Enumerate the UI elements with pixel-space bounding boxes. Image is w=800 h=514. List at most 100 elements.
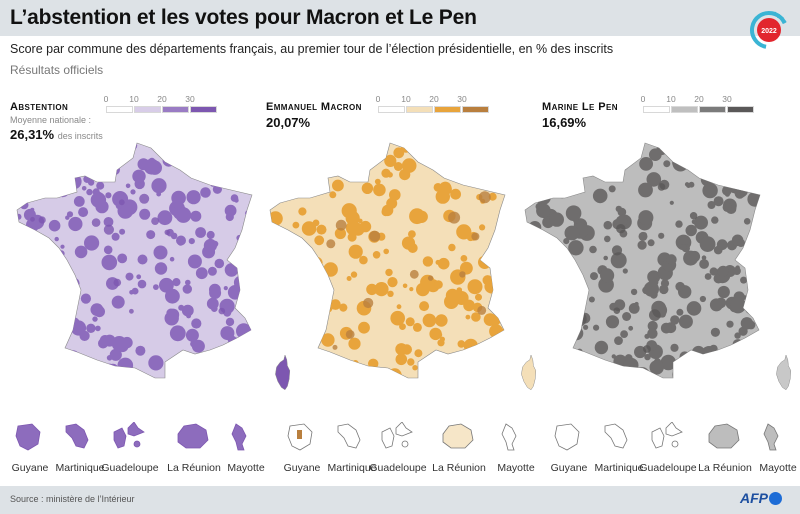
commune-patch: [60, 244, 65, 249]
commune-patch: [531, 281, 537, 288]
commune-patch: [592, 188, 608, 204]
legend-tick-label: 10: [401, 94, 411, 104]
overseas-shape-guadeloupe: [381, 422, 413, 449]
commune-patch: [21, 236, 35, 250]
commune-patch: [200, 353, 209, 362]
commune-patch: [551, 259, 564, 272]
commune-patch: [73, 196, 85, 207]
commune-patch: [444, 294, 459, 309]
commune-patch: [711, 350, 723, 362]
commune-patch: [670, 343, 679, 352]
commune-patch-high: [533, 188, 539, 194]
commune-patch: [402, 283, 408, 289]
commune-patch: [224, 204, 237, 217]
commune-patch: [185, 279, 191, 286]
commune-patch: [614, 156, 629, 172]
legend-swatch: [134, 106, 161, 113]
legend-tick-label: 0: [375, 94, 381, 104]
commune-patch: [583, 324, 589, 330]
commune-patch: [345, 220, 361, 236]
commune-patch: [185, 328, 199, 342]
commune-patch: [99, 335, 111, 346]
overseas-shape-guyane: [15, 423, 41, 451]
overseas-label: Guyane: [550, 462, 588, 474]
commune-patch: [235, 346, 241, 351]
commune-patch-high: [113, 278, 122, 287]
commune-patch: [638, 182, 653, 198]
commune-patch: [702, 182, 718, 199]
commune-patch: [431, 360, 439, 368]
commune-patch: [92, 316, 98, 322]
corsica-shape: [776, 354, 792, 391]
commune-patch: [324, 162, 331, 169]
commune-patch: [549, 183, 557, 191]
commune-patch: [440, 183, 452, 195]
overseas-label: Guadeloupe: [369, 462, 427, 474]
commune-patch: [329, 191, 337, 199]
commune-patch: [111, 336, 127, 352]
commune-patch: [457, 340, 466, 348]
commune-patch: [435, 331, 443, 339]
commune-patch: [628, 325, 634, 331]
commune-patch: [634, 367, 650, 378]
commune-patch: [571, 361, 587, 377]
commune-patch: [171, 190, 186, 206]
commune-patch: [86, 323, 96, 333]
overseas-shape-guadeloupe: [651, 422, 683, 449]
commune-patch: [129, 290, 134, 295]
commune-patch: [156, 191, 162, 197]
commune-patch: [536, 203, 551, 218]
commune-patch: [137, 279, 147, 289]
commune-patch: [604, 235, 611, 243]
legend-swatch: [406, 106, 433, 113]
commune-patch: [390, 310, 405, 326]
commune-patch: [414, 349, 423, 358]
commune-patch: [748, 288, 759, 300]
commune-patch: [43, 248, 52, 258]
commune-patch: [93, 191, 104, 203]
commune-patch: [482, 275, 493, 286]
commune-patch: [568, 161, 581, 175]
commune-patch: [576, 148, 584, 157]
commune-patch: [284, 293, 297, 307]
commune-patch: [356, 364, 362, 370]
overseas-label: La Réunion: [167, 462, 221, 474]
commune-patch: [457, 349, 471, 363]
panel-title: Abstention: [10, 101, 69, 113]
commune-patch: [456, 224, 472, 240]
national-value: 20,07%: [266, 115, 311, 130]
national-label: Moyenne nationale :: [10, 115, 92, 125]
commune-patch: [211, 305, 218, 312]
commune-patch: [546, 284, 552, 290]
commune-patch: [348, 244, 363, 259]
commune-patch: [644, 353, 651, 361]
panel-title: Emmanuel Macron: [266, 101, 362, 113]
commune-patch: [169, 256, 175, 262]
commune-patch: [281, 266, 291, 277]
commune-patch: [234, 363, 251, 378]
commune-patch: [525, 225, 533, 236]
commune-patch-high: [30, 216, 35, 222]
commune-patch: [175, 207, 192, 223]
commune-patch: [709, 267, 718, 276]
commune-patch: [270, 145, 277, 161]
commune-patch: [732, 339, 744, 350]
commune-patch: [130, 189, 136, 195]
commune-patch: [549, 143, 559, 153]
commune-patch: [219, 350, 236, 366]
commune-patch: [350, 271, 358, 278]
commune-patch: [298, 207, 307, 216]
commune-patch: [166, 308, 176, 318]
commune-patch: [70, 159, 76, 165]
commune-patch: [223, 364, 232, 373]
commune-patch: [393, 162, 403, 171]
commune-patch: [68, 216, 83, 232]
commune-patch: [146, 230, 156, 240]
commune-patch: [541, 261, 557, 277]
commune-patch: [686, 183, 692, 188]
commune-patch-high: [326, 239, 336, 249]
commune-patch: [151, 178, 167, 194]
commune-patch: [746, 373, 751, 378]
commune-patch: [292, 221, 300, 229]
commune-patch: [28, 169, 42, 183]
